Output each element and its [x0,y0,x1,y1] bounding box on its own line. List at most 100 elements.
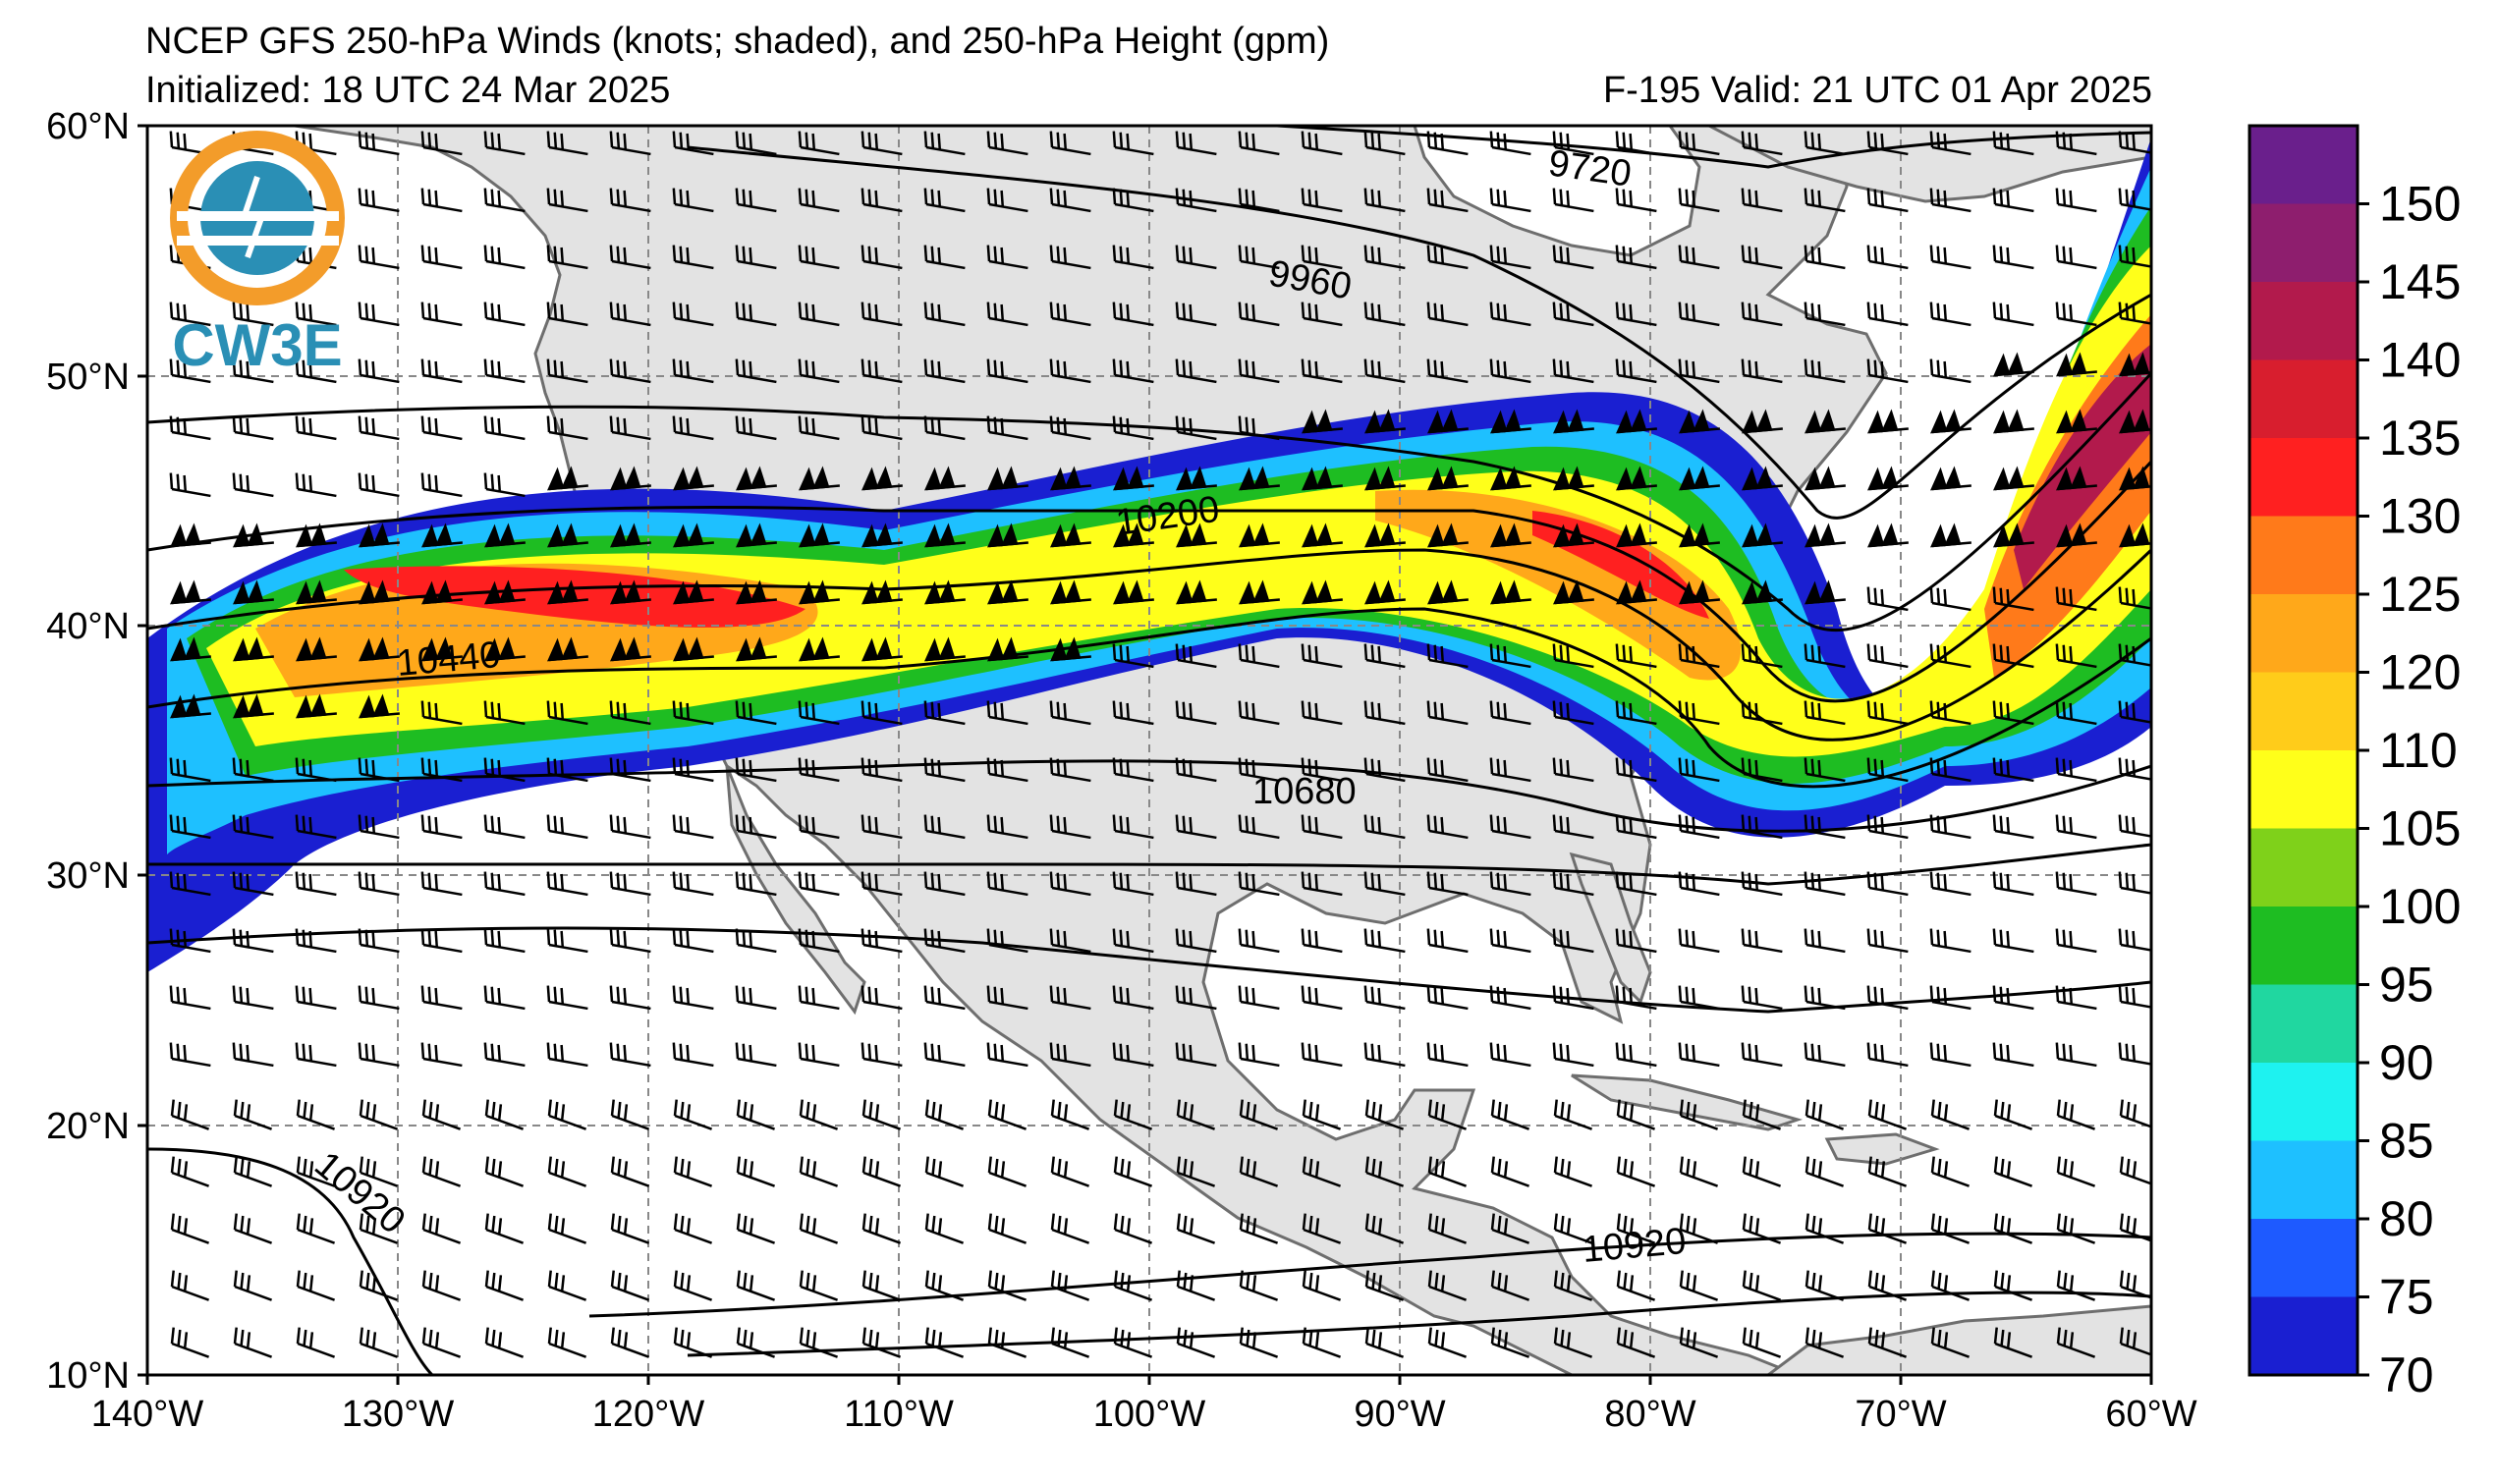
wind-barb [1050,1327,1090,1358]
wind-barb [672,522,714,548]
wind-barb [1741,522,1783,548]
wind-barb [1804,1099,1845,1130]
colorbar-band [2249,282,2358,360]
wind-barb [1301,1042,1343,1068]
colorbar-label: 90 [2379,1035,2434,1090]
wind-barb [1175,579,1217,605]
wind-barb [359,1213,399,1244]
wind-barb [609,985,651,1011]
wind-barb [798,302,840,327]
wind-barb [1490,1270,1530,1301]
wind-barb [1490,1327,1530,1358]
wind-barb [860,466,903,491]
wind-barb [1175,131,1217,156]
wind-barb [1363,579,1406,605]
wind-barb [1992,1042,2034,1068]
wind-barb [1238,928,1280,954]
wind-barb [1866,586,1909,612]
wind-barb [483,579,526,605]
wind-barb [672,188,714,213]
wind-barb [1239,1099,1279,1130]
wind-barb [798,415,840,441]
wind-barb [1049,871,1091,897]
wind-barb [1741,700,1783,726]
wind-barb [1804,985,1846,1011]
wind-barb [860,302,903,327]
wind-barb [546,302,588,327]
wind-barb [420,700,463,726]
wind-barb [923,245,966,270]
wind-barb [1867,1327,1908,1358]
wind-barb [1929,1042,1971,1068]
wind-barb [358,415,400,441]
wind-barb [2055,522,2097,548]
wind-barb [1426,245,1469,270]
wind-barb [1930,1156,1971,1187]
wind-barb [735,700,777,726]
wind-barb [986,131,1028,156]
wind-barb [1363,245,1406,270]
lat-label: 40°N [46,606,130,647]
wind-barb [798,928,840,954]
wind-barb [295,693,337,719]
colorbar-label: 150 [2379,177,2461,232]
wind-barb [2118,700,2151,726]
wind-barb [1741,302,1783,327]
wind-barb [1049,985,1091,1011]
wind-barb [483,871,526,897]
wind-barb [358,472,400,498]
wind-barb [986,814,1028,840]
wind-barb [860,579,903,605]
wind-barb [295,415,337,441]
wind-barb [2055,757,2097,783]
wind-barb [798,757,840,783]
lat-label: 30°N [46,855,130,897]
wind-barb [1992,985,2034,1011]
wind-barb [1363,522,1406,548]
wind-barb [609,871,651,897]
wind-barb [1678,757,1720,783]
wind-barb [1301,466,1343,491]
map-title: NCEP GFS 250-hPa Winds (knots; shaded), … [145,21,1330,62]
wind-barb [295,636,337,662]
wind-barb [1804,245,1846,270]
wind-barb [359,1099,399,1130]
wind-barb [359,1270,399,1301]
wind-barb [2118,409,2151,434]
wind-barb [1615,188,1657,213]
wind-barb [1049,636,1091,662]
wind-barb [1552,700,1594,726]
wind-barb [358,693,400,719]
wind-barb [1616,1270,1656,1301]
wind-barb [799,1270,839,1301]
wind-barb [735,466,777,491]
wind-barbs [169,131,2151,1358]
wind-barb [1175,1042,1217,1068]
contour-label: 10440 [395,634,502,685]
wind-barb [1678,358,1720,384]
wind-barb [2118,302,2151,327]
wind-barb [610,1327,650,1358]
wind-barb [1929,409,1971,434]
wind-barb [358,131,400,156]
wind-barb [1929,985,1971,1011]
wind-barb [483,188,526,213]
wind-barb [2055,871,2097,897]
wind-barb [420,131,463,156]
wind-barb [1679,1327,1719,1358]
wind-barb [1490,1156,1530,1187]
wind-barb [610,1099,650,1130]
wind-barb [1866,188,1909,213]
wind-barb [1678,700,1720,726]
wind-barb [672,757,714,783]
wind-barb [1804,1042,1846,1068]
wind-barb [2118,985,2151,1011]
wind-barb [420,245,463,270]
wind-barb [860,1042,903,1068]
wind-barb [1552,522,1594,548]
wind-barb [1678,522,1720,548]
wind-barb [546,415,588,441]
wind-barb [1426,700,1469,726]
wind-barb [1112,245,1154,270]
wind-barb [1741,466,1783,491]
